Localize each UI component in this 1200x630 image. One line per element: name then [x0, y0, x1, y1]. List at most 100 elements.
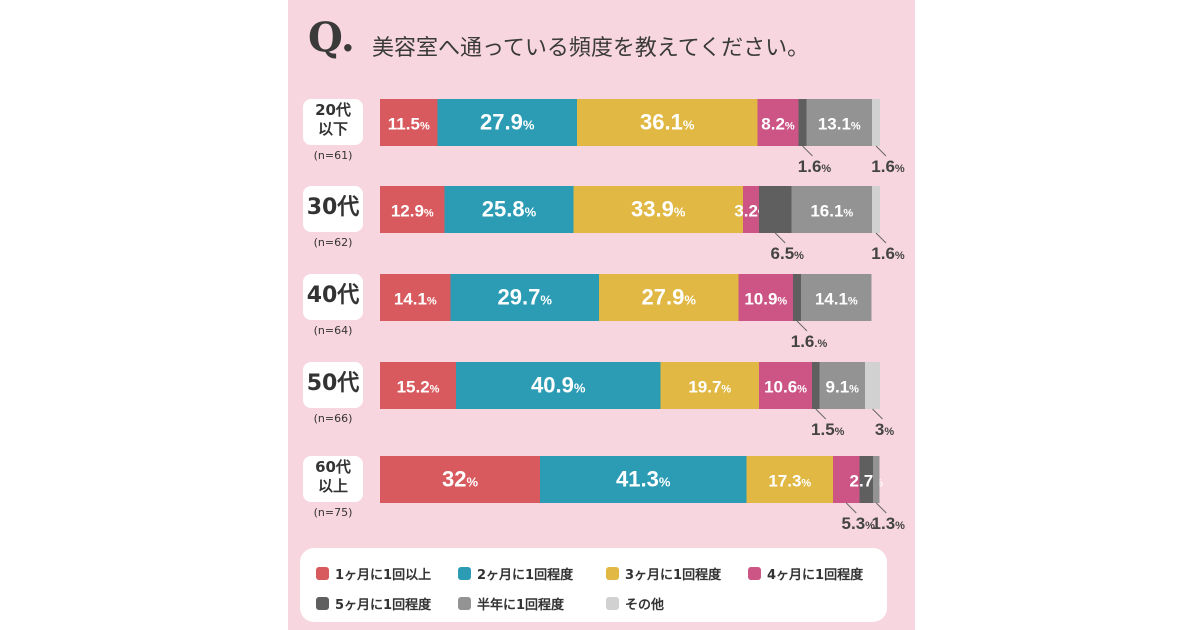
data-label: 40.9% — [531, 373, 586, 398]
leader-line — [872, 408, 883, 420]
data-label: 6.5% — [771, 244, 805, 263]
bar-segment — [793, 274, 801, 321]
bar-segment — [859, 456, 873, 503]
age-box — [303, 274, 363, 320]
bar-segment — [456, 362, 661, 409]
leader-line — [845, 502, 857, 514]
bar-segment — [757, 99, 799, 146]
age-label: 50代 — [306, 371, 360, 396]
legend-label: 3ヶ月に1回程度 — [625, 568, 722, 583]
data-label: 1.6% — [871, 244, 905, 263]
data-label: 19.7% — [688, 378, 731, 397]
sample-size-label: (n=61) — [313, 149, 353, 162]
sample-size-label: (n=75) — [313, 506, 353, 519]
legend-item: その他 — [606, 594, 664, 613]
bar-segment — [380, 362, 456, 409]
data-label: 32% — [442, 467, 478, 492]
data-label: 27.9% — [642, 285, 697, 310]
bar-segment — [759, 362, 812, 409]
question-mark: Q. — [308, 14, 355, 61]
legend-item: 1ヶ月に1回以上 — [316, 564, 431, 583]
leader-line — [774, 232, 786, 244]
legend-item: 5ヶ月に1回程度 — [316, 594, 431, 613]
data-label: 10.6% — [764, 378, 807, 397]
sample-size-label: (n=62) — [313, 236, 353, 249]
bar-segment — [872, 99, 880, 146]
legend-item: 4ヶ月に1回程度 — [748, 564, 863, 583]
chart-title: 美容室へ通っている頻度を教えてください。 — [372, 36, 810, 61]
leader-line — [815, 408, 827, 420]
data-label: 36.1% — [640, 110, 695, 135]
legend: 1ヶ月に1回以上 2ヶ月に1回程度 3ヶ月に1回程度 4ヶ月に1回程度 5ヶ月に1回程度… — [300, 548, 887, 622]
legend-swatch — [316, 597, 329, 610]
bar-segment — [791, 186, 872, 233]
bar-segment — [801, 274, 872, 321]
data-label: 15.2% — [397, 378, 440, 397]
legend-item: 3ヶ月に1回程度 — [606, 564, 721, 583]
bar-segment — [812, 362, 820, 409]
legend-label: その他 — [625, 598, 665, 613]
bar-segment — [738, 274, 793, 321]
bar-segment — [573, 186, 743, 233]
bar-segment — [873, 456, 880, 503]
age-box — [303, 99, 363, 145]
age-box — [303, 362, 363, 408]
bar-segment — [380, 456, 540, 503]
sample-size-label: (n=66) — [313, 412, 353, 425]
bar-group-1: 12.9%25.8%33.9%3.2%6.5%16.1%1.6% — [380, 186, 905, 263]
data-label: 14.1% — [815, 290, 858, 309]
data-label: 25.8% — [482, 197, 537, 222]
bar-segment — [759, 186, 792, 233]
legend-item: 2ヶ月に1回程度 — [458, 564, 573, 583]
bar-segment — [833, 456, 860, 503]
bar-segment — [380, 99, 438, 146]
leader-line — [875, 502, 887, 514]
data-label: 9.1% — [826, 378, 860, 397]
data-label: 11.5% — [388, 115, 430, 134]
legend-label: 5ヶ月に1回程度 — [335, 598, 432, 613]
leader-line — [875, 145, 887, 157]
legend-swatch — [606, 567, 619, 580]
data-label: 17.3% — [768, 472, 811, 491]
age-box — [303, 456, 363, 502]
age-box — [303, 186, 363, 232]
legend-label: 4ヶ月に1回程度 — [767, 568, 864, 583]
bar-group-3: 15.2% 40.9% 19.7% 10.6% 1.5% 9.1% 3% — [380, 362, 894, 439]
bar-segment — [872, 186, 880, 233]
bar-segment — [798, 99, 807, 146]
bar-segment — [599, 274, 739, 321]
legend-label: 半年に1回程度 — [477, 598, 565, 613]
bar-segment — [540, 456, 747, 503]
data-label: 5.3% — [842, 514, 876, 533]
data-label: 8.2% — [761, 115, 795, 134]
legend-label: 1ヶ月に1回以上 — [335, 568, 432, 583]
data-label: 41.3% — [616, 467, 671, 492]
bar-segment — [577, 99, 758, 146]
legend-item: 半年に1回程度 — [458, 594, 564, 613]
data-label: 1.5% — [811, 420, 845, 439]
leader-line — [796, 320, 808, 332]
leader-line — [802, 145, 813, 157]
legend-swatch — [458, 567, 471, 580]
bar-segment — [437, 99, 577, 146]
data-label: 13.1% — [818, 115, 861, 134]
legend-swatch — [606, 597, 619, 610]
bar-segment — [819, 362, 865, 409]
bar-group-2: 14.1% 29.7% 27.9% 10.9% 1.6.% 14.1% — [380, 274, 872, 351]
age-label: 20代 以下 — [315, 101, 351, 138]
data-label: 1.6% — [798, 157, 832, 176]
data-label: 14.1% — [394, 290, 437, 309]
legend-swatch — [748, 567, 761, 580]
age-label: 30代 — [306, 195, 360, 220]
data-label: 12.9% — [391, 202, 434, 221]
data-label: 29.7% — [498, 285, 553, 310]
data-label: 1.6% — [871, 157, 905, 176]
bar-segment — [865, 362, 880, 409]
data-label: 1.3% — [872, 514, 906, 533]
bar-segment — [380, 274, 451, 321]
age-label: 60代 以上 — [315, 458, 351, 495]
data-label: 3% — [875, 420, 894, 439]
legend-swatch — [458, 597, 471, 610]
bar-segment — [806, 99, 872, 146]
